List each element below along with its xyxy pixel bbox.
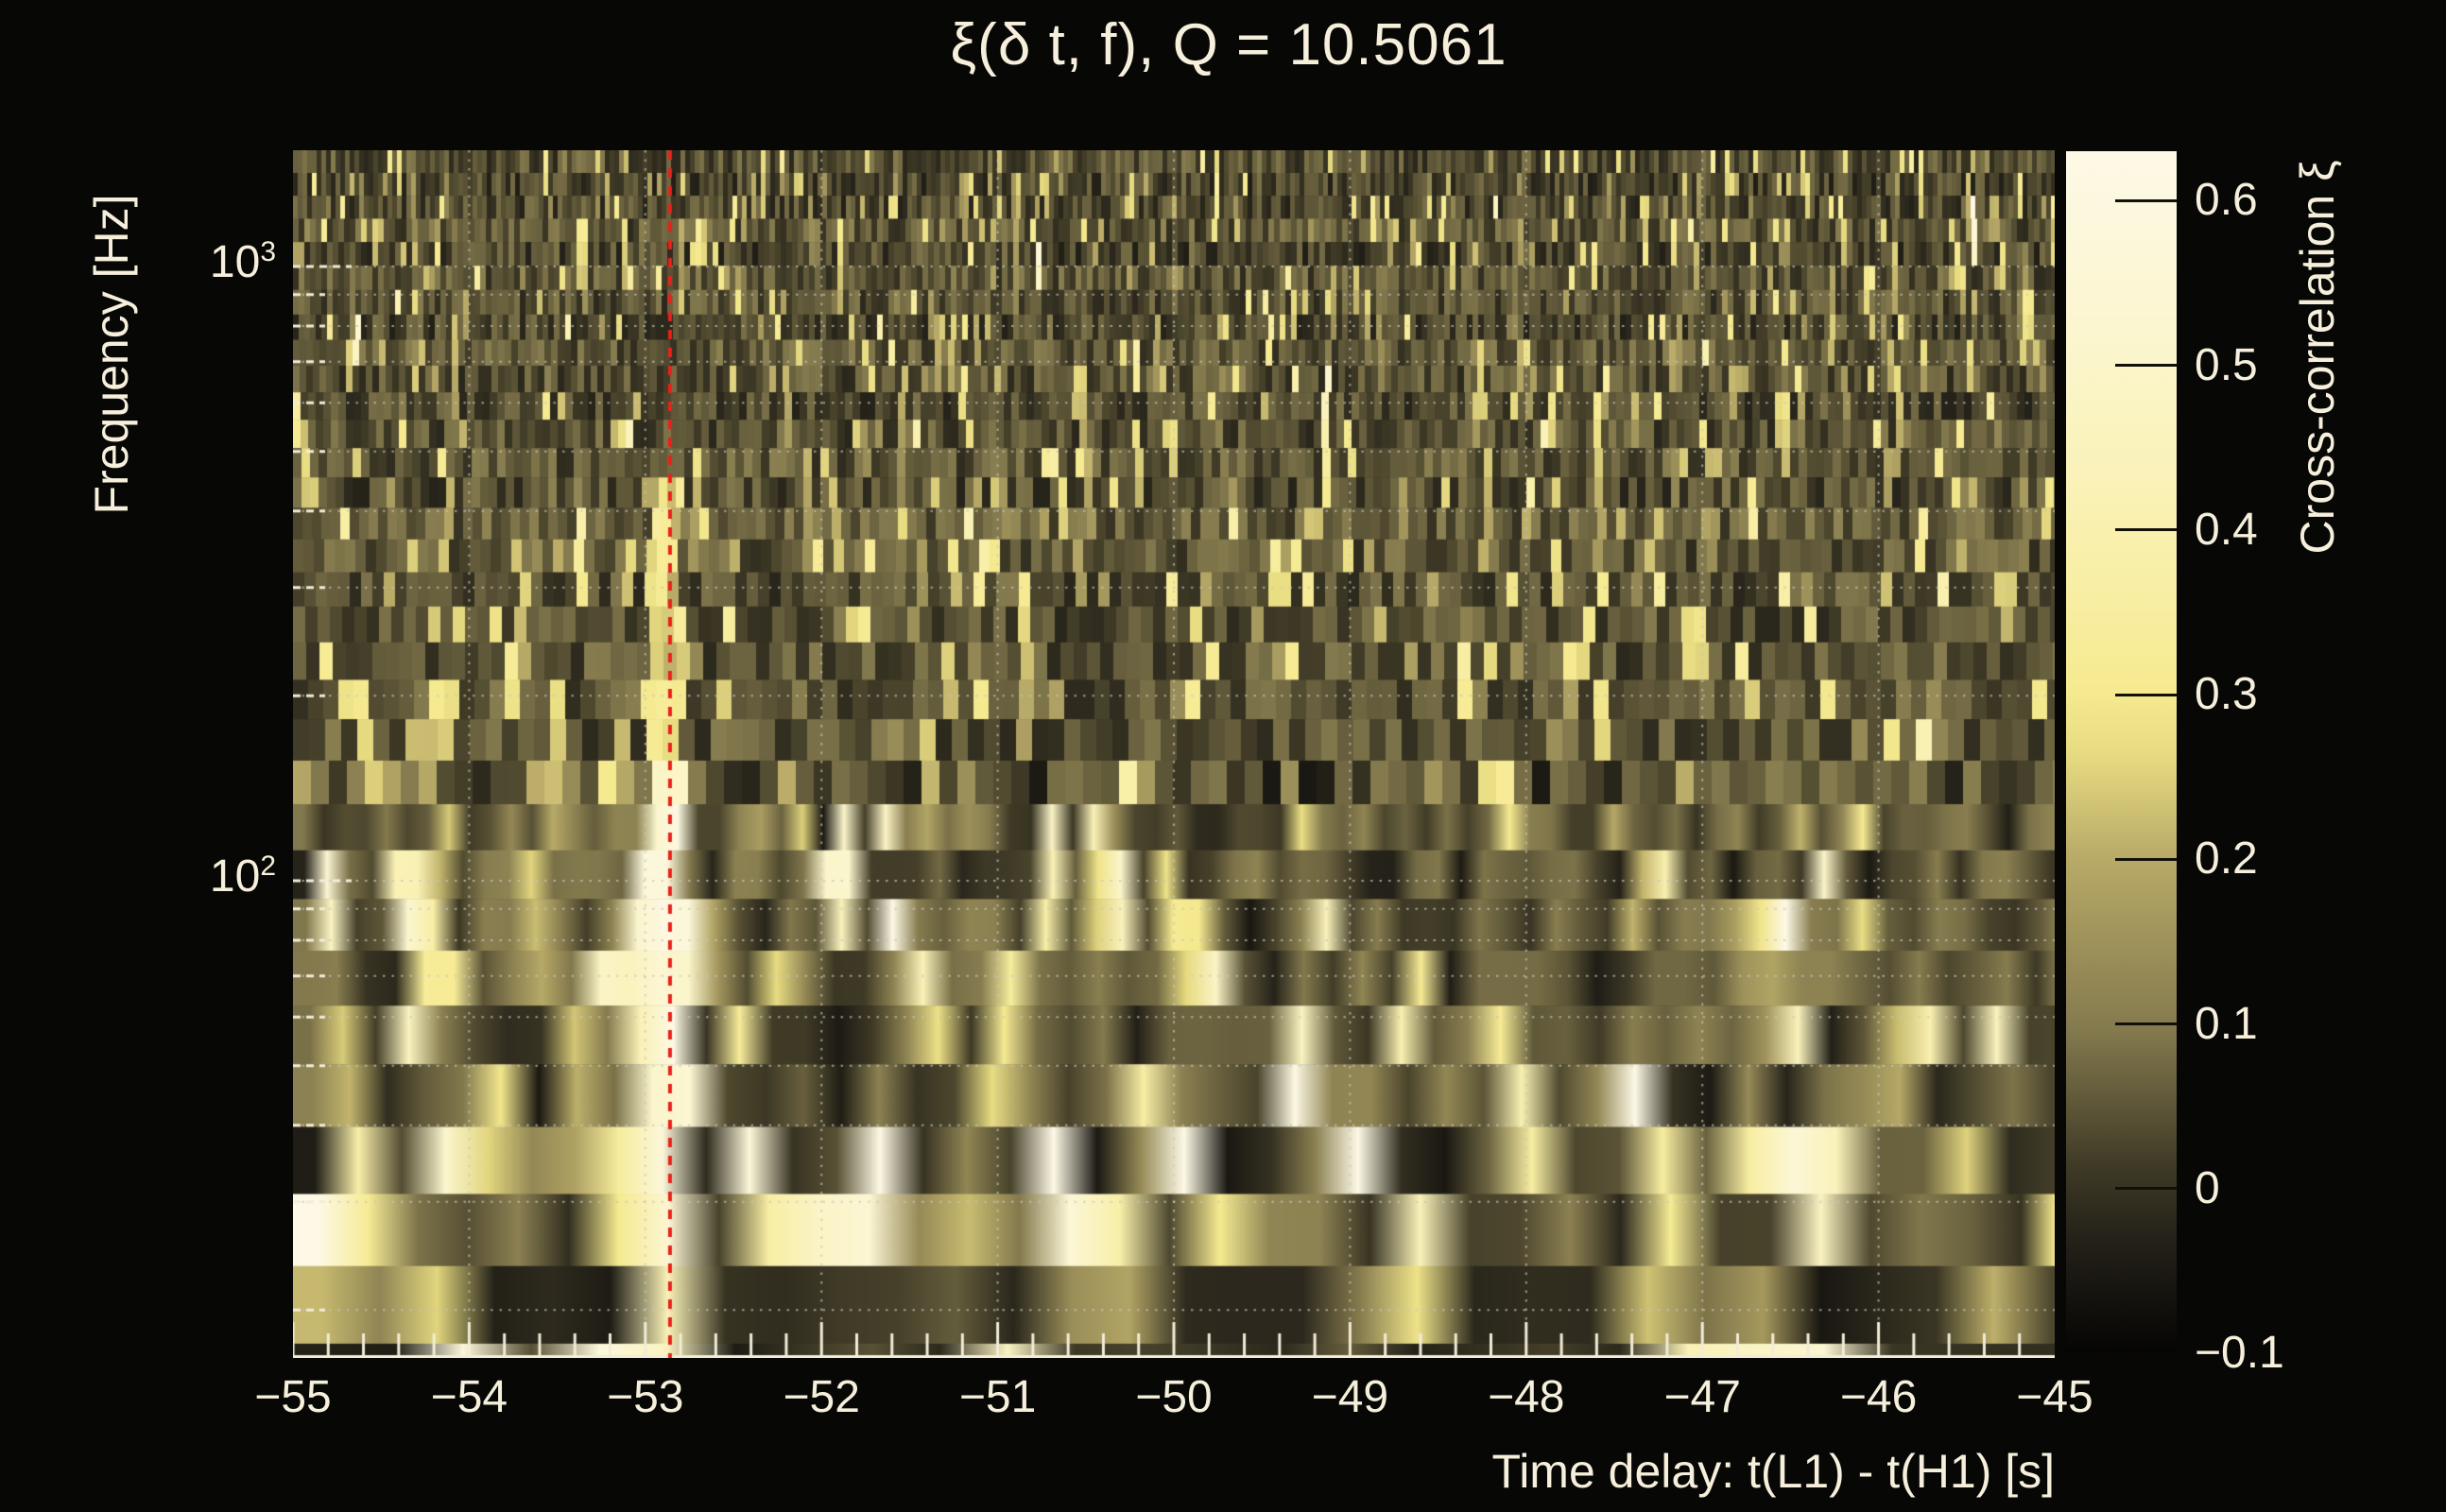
x-tick-label: −47 [1663, 1372, 1741, 1422]
chart-title: ξ(δ t, f), Q = 10.5061 [950, 12, 1507, 77]
x-tick-label: −48 [1488, 1372, 1565, 1422]
colorbar-tick-label: 0.6 [2195, 175, 2258, 226]
colorbar-tick-label: 0.1 [2195, 998, 2258, 1049]
x-tick-label: −49 [1311, 1372, 1389, 1422]
colorbar-tick-label: 0.3 [2195, 669, 2258, 719]
colorbar-tick-mark [2115, 857, 2177, 861]
colorbar-tick-mark [2115, 1022, 2177, 1025]
x-tick-label: −54 [430, 1372, 508, 1422]
y-tick-label: 103 [209, 236, 276, 287]
colorbar-tick-mark [2115, 198, 2177, 202]
colorbar-tick-label: 0.4 [2195, 504, 2258, 555]
x-tick-label: −45 [2016, 1372, 2093, 1422]
colorbar-tick-label: 0.2 [2195, 833, 2258, 885]
colorbar-tick-mark [2115, 693, 2177, 696]
x-tick-label: −51 [958, 1372, 1037, 1422]
x-tick-label: −53 [607, 1372, 684, 1422]
colorbar-tick-mark [2115, 1187, 2177, 1191]
colorbar-tick-label: 0 [2195, 1162, 2220, 1213]
colorbar-tick-mark [2115, 528, 2177, 532]
x-tick-label: −55 [254, 1372, 332, 1422]
y-tick-label: 102 [209, 850, 276, 902]
colorbar-tick-label: −0.1 [2195, 1328, 2284, 1378]
x-axis-title: Time delay: t(L1) - t(H1) [s] [1491, 1445, 2055, 1498]
x-tick-label: −46 [1839, 1372, 1918, 1422]
colorbar-tick-label: 0.5 [2195, 339, 2258, 390]
colorbar-gradient [2066, 151, 2177, 1353]
colorbar-tick-mark [2115, 364, 2177, 368]
x-tick-label: −52 [783, 1372, 860, 1422]
x-tick-label: −50 [1135, 1372, 1213, 1422]
heatmap-canvas [293, 150, 2055, 1358]
